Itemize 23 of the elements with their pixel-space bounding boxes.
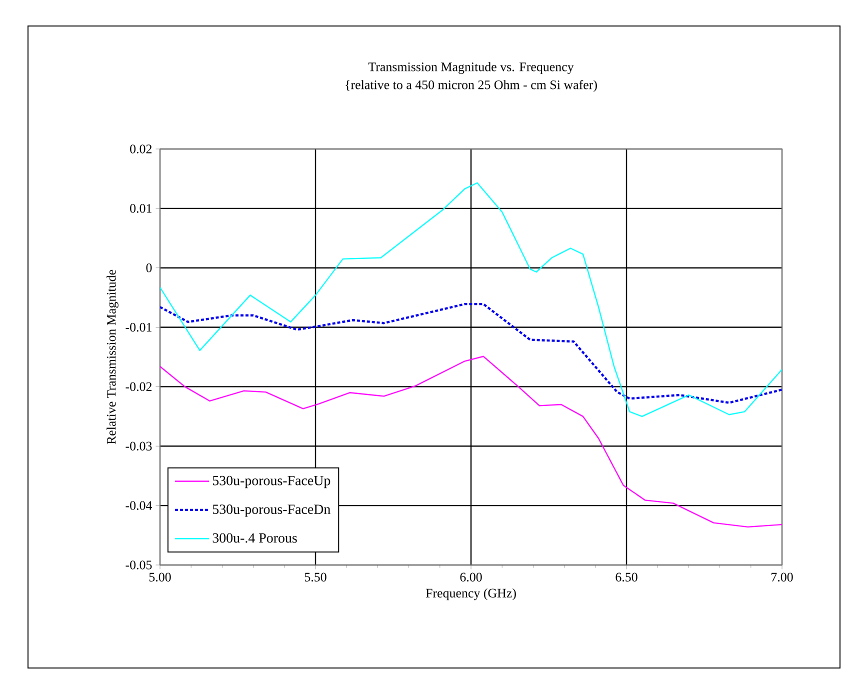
y-tick-label: 0.01 (130, 204, 152, 213)
x-axis-title: Frequency (GHz) (426, 588, 516, 600)
y-axis-title: Relative Transmission Magnitude (106, 270, 118, 444)
x-tick-label: 7.00 (772, 572, 793, 582)
line-series (160, 356, 782, 528)
line-series (160, 302, 782, 404)
x-tick-label: 6.50 (616, 572, 638, 582)
chart-subtitle: {relative to a 450 micron 25 Ohm - cm Si wafer) (346, 80, 597, 92)
chart-title: Transmission Magnitude vs. Frequency (368, 62, 574, 74)
legend-label: 530u-porous-FaceUp (212, 476, 330, 488)
y-tick-label: -0.05 (126, 560, 152, 570)
line-series (160, 182, 782, 418)
y-tick-label: -0.03 (126, 442, 152, 451)
x-tick-label: 6.00 (460, 572, 482, 582)
x-tick-label: 5.00 (149, 572, 171, 582)
y-tick-label: -0.04 (126, 501, 152, 510)
x-tick-label: 5.50 (304, 572, 326, 582)
y-tick-label: 0.02 (130, 144, 152, 154)
legend-label: 530u-porous-FaceDn (212, 504, 330, 517)
y-tick-label: -0.01 (126, 322, 152, 332)
y-tick-label: 0 (146, 263, 152, 272)
y-tick-label: -0.02 (126, 382, 152, 392)
legend-label: 300u-.4 Porous (212, 533, 297, 543)
